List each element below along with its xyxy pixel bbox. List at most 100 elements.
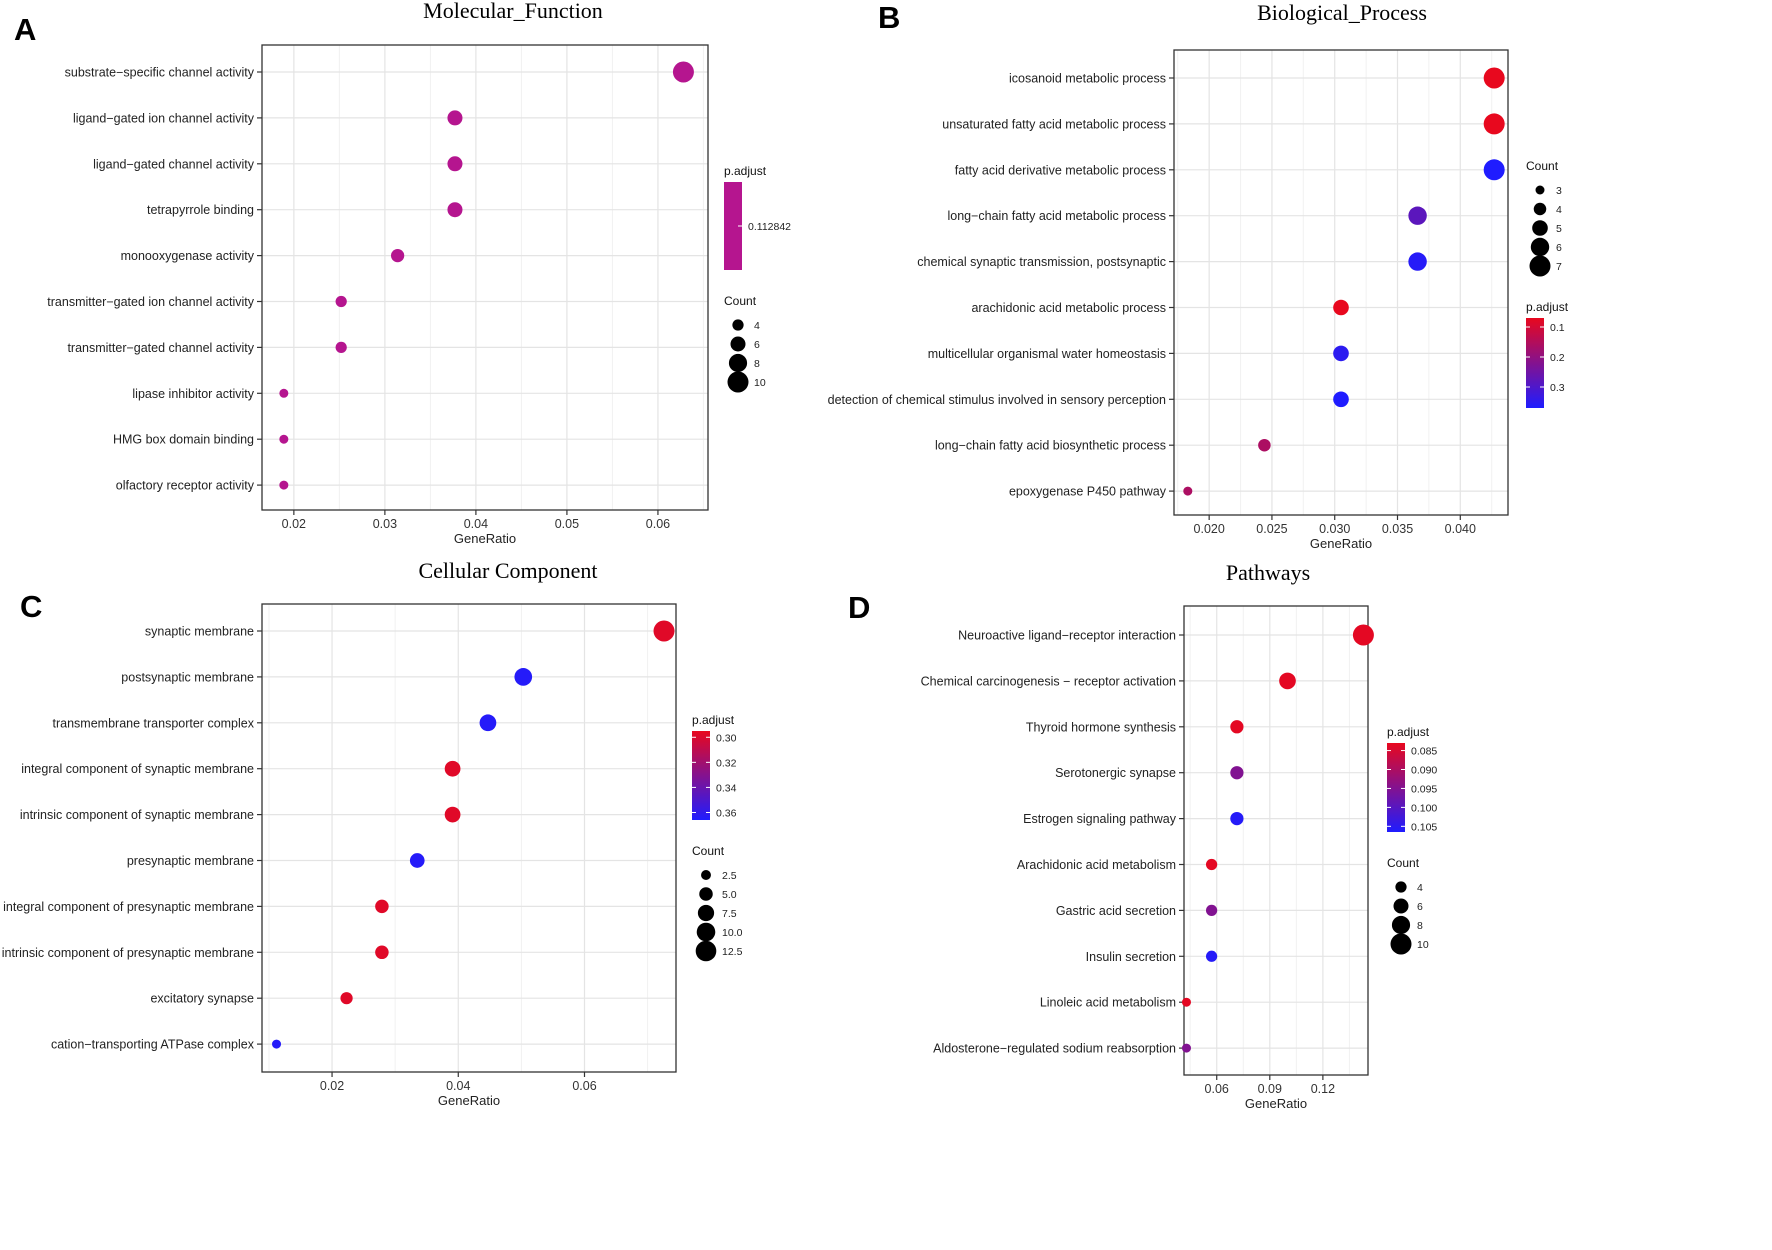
legend-padjust-label: 0.100 — [1411, 802, 1437, 814]
y-tick-label: intrinsic component of presynaptic membr… — [2, 946, 254, 960]
data-point — [340, 992, 353, 1005]
legend-padjust-label: 0.2 — [1550, 352, 1565, 364]
legend-color-swatch — [724, 182, 742, 270]
panels-container: A Molecular_Function substrate−specific ch… — [2, 0, 1569, 1111]
legend-count-dot — [727, 371, 749, 393]
legend-count-label: 7 — [1556, 261, 1562, 273]
legend-padjust-label: 0.30 — [716, 732, 737, 744]
legend-padjust-label: 0.3 — [1550, 382, 1565, 394]
chart-title: Cellular Component — [418, 558, 597, 583]
y-tick-label: long−chain fatty acid metabolic process — [947, 209, 1166, 223]
y-tick-label: synaptic membrane — [145, 625, 254, 639]
legend-padjust-label: 0.085 — [1411, 746, 1437, 758]
y-tick-label: presynaptic membrane — [127, 854, 254, 868]
x-tick-label: 0.04 — [446, 1079, 470, 1093]
legend-count-dot — [1532, 220, 1548, 236]
legend-padjust-label: 0.34 — [716, 782, 737, 794]
legend-padjust-title: p.adjust — [724, 164, 767, 178]
y-tick-label: integral component of synaptic membrane — [21, 762, 254, 776]
y-tick-label: cation−transporting ATPase complex — [51, 1038, 255, 1052]
data-point — [672, 61, 694, 83]
chart-title: Pathways — [1226, 560, 1310, 585]
legend-count-dot — [696, 922, 716, 942]
y-tick-label: detection of chemical stimulus involved … — [828, 393, 1166, 407]
data-point — [1230, 811, 1244, 826]
x-tick-label: 0.025 — [1256, 522, 1287, 536]
data-point — [1205, 904, 1218, 917]
data-point — [391, 248, 405, 263]
legend-count-dot — [695, 940, 717, 962]
plot-area — [1174, 50, 1508, 515]
data-point — [1258, 438, 1271, 452]
x-axis-title: GeneRatio — [438, 1093, 500, 1108]
legend-count-dot — [728, 353, 748, 373]
data-point — [1408, 206, 1427, 225]
x-tick-label: 0.040 — [1445, 522, 1476, 536]
x-tick-label: 0.035 — [1382, 522, 1413, 536]
legend-count-label: 5 — [1556, 223, 1562, 235]
legend-padjust-label: 0.36 — [716, 807, 737, 819]
y-tick-label: long−chain fatty acid biosynthetic proce… — [935, 439, 1166, 453]
legend-padjust-label: 0.112842 — [748, 221, 791, 233]
panel-a: A Molecular_Function substrate−specific ch… — [14, 0, 791, 546]
panel-letter: A — [14, 12, 36, 47]
legend-colorbar — [1387, 743, 1405, 832]
data-point — [335, 295, 347, 308]
legend-count-label: 8 — [754, 358, 760, 370]
legend-padjust-label: 0.095 — [1411, 783, 1437, 795]
chart-title: Molecular_Function — [423, 0, 603, 23]
y-tick-label: Neuroactive ligand−receptor interaction — [958, 629, 1176, 643]
plot-area — [262, 604, 676, 1072]
y-tick-label: Serotonergic synapse — [1055, 766, 1176, 780]
legend-padjust-label: 0.105 — [1411, 821, 1437, 833]
data-point — [1483, 113, 1505, 135]
chart-title: Biological_Process — [1257, 0, 1427, 25]
data-point — [514, 668, 533, 686]
data-point — [279, 480, 289, 490]
y-tick-label: postsynaptic membrane — [121, 670, 254, 684]
data-point — [447, 110, 463, 126]
legend-count-label: 4 — [754, 320, 760, 332]
data-point — [375, 899, 389, 914]
data-point — [1333, 391, 1349, 408]
y-tick-label: transmitter−gated channel activity — [67, 341, 254, 355]
y-tick-label: intrinsic component of synaptic membrane — [20, 808, 254, 822]
x-tick-label: 0.12 — [1311, 1082, 1335, 1096]
data-point — [1183, 486, 1193, 496]
legend-padjust-title: p.adjust — [692, 713, 735, 727]
data-point — [479, 714, 497, 732]
x-tick-label: 0.030 — [1319, 522, 1350, 536]
plot-area — [262, 45, 708, 510]
data-point — [1352, 624, 1374, 646]
y-tick-label: transmembrane transporter complex — [53, 716, 255, 730]
legend-count-dot — [699, 887, 713, 901]
data-point — [653, 620, 675, 642]
y-tick-label: fatty acid derivative metabolic process — [955, 163, 1166, 177]
legend-count-label: 12.5 — [722, 946, 743, 958]
legend-padjust-label: 0.32 — [716, 757, 737, 769]
y-tick-label: tetrapyrrole binding — [147, 203, 254, 217]
legend-padjust-label: 0.090 — [1411, 765, 1437, 777]
x-tick-label: 0.03 — [373, 517, 397, 531]
plot-border — [1183, 605, 1369, 1076]
panel-d: D Pathways Neuroactive ligand−receptor int… — [848, 560, 1437, 1111]
y-tick-label: transmitter−gated ion channel activity — [47, 295, 254, 309]
legend-count-dot — [1535, 185, 1545, 195]
y-tick-label: Thyroid hormone synthesis — [1026, 720, 1176, 734]
x-tick-label: 0.09 — [1258, 1082, 1282, 1096]
legend-count-title: Count — [692, 844, 725, 858]
legend-count-label: 6 — [754, 339, 760, 351]
data-point — [1483, 67, 1505, 89]
data-point — [1205, 950, 1218, 962]
x-tick-label: 0.04 — [464, 517, 488, 531]
legend-count-title: Count — [1387, 856, 1420, 870]
x-tick-label: 0.02 — [282, 517, 306, 531]
plot-area — [1184, 606, 1368, 1075]
legend-count-dot — [1390, 933, 1412, 955]
data-point — [444, 760, 461, 777]
data-point — [1181, 1043, 1191, 1053]
y-tick-label: multicellular organismal water homeostas… — [928, 347, 1166, 361]
legend-padjust-label: 0.1 — [1550, 322, 1565, 334]
legend-count-dot — [730, 336, 746, 352]
legend-count-title: Count — [1526, 159, 1559, 173]
